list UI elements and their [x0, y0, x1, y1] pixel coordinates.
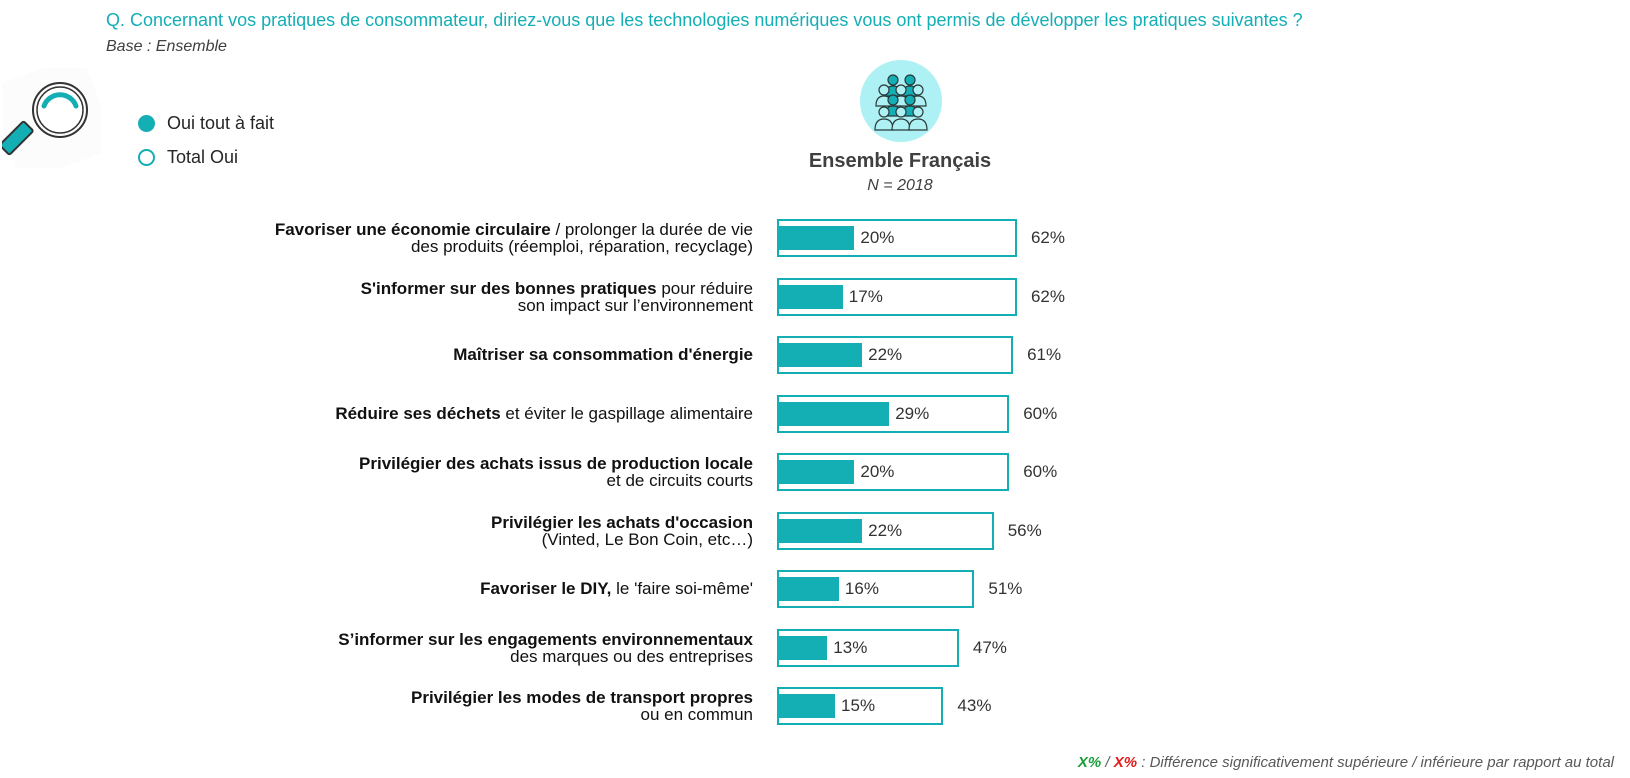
category-label: Réduire ses déchets et éviter le gaspill… — [335, 405, 753, 422]
category-label: Privilégier des achats issus de producti… — [359, 455, 753, 489]
category-label-line2: son impact sur l’environnement — [517, 295, 753, 315]
legend-item-total-oui: Total Oui — [138, 140, 274, 174]
value-label-oui-tout-a-fait: 22% — [868, 520, 903, 540]
category-label-bold: S'informer sur des bonnes pratiques — [360, 278, 657, 298]
bar-oui-tout-a-fait — [779, 460, 855, 484]
value-label-oui-tout-a-fait: 16% — [844, 579, 879, 598]
category-label-line1: Favoriser le DIY, le 'faire soi-même' — [480, 580, 753, 597]
category-label: Privilégier les modes de transport propr… — [411, 689, 753, 723]
category-label-bold: Favoriser une économie circulaire — [274, 220, 551, 239]
category-label-bold: Favoriser le DIY, — [480, 579, 612, 598]
value-label-oui-tout-a-fait: 13% — [833, 637, 868, 657]
legend: Oui tout à fait Total Oui — [138, 106, 274, 174]
bar-oui-tout-a-fait — [779, 401, 890, 426]
footnote-red-marker: X% — [1113, 754, 1138, 771]
category-label-line1: Favoriser une économie circulaire / prol… — [275, 221, 753, 238]
category-label-rest: pour réduire — [656, 278, 753, 298]
value-label-oui-tout-a-fait: 22% — [868, 345, 903, 364]
category-label-bold: Maîtriser sa consommation d'énergie — [453, 345, 753, 364]
category-label: Maîtriser sa consommation d'énergie — [453, 346, 753, 363]
value-label-total-oui: 61% — [1027, 345, 1062, 364]
category-label-rest: et éviter le gaspillage alimentaire — [500, 403, 753, 423]
value-label-total-oui: 60% — [1023, 462, 1058, 481]
category-label-line1: Maîtriser sa consommation d'énergie — [453, 346, 753, 363]
category-label-line1: S'informer sur des bonnes pratiques pour… — [361, 280, 753, 297]
footnote-green-marker: X% — [1077, 754, 1102, 771]
value-label-total-oui: 62% — [1030, 286, 1065, 306]
value-label-total-oui: 62% — [1030, 228, 1065, 247]
category-label-rest: le 'faire soi-même' — [611, 579, 753, 598]
value-label-oui-tout-a-fait: 20% — [860, 462, 895, 481]
category-label-line1: Privilégier les achats d'occasion — [491, 514, 753, 531]
question-title: Q. Concernant vos pratiques de consommat… — [106, 10, 1303, 30]
legend-item-oui-tout-a-fait: Oui tout à fait — [138, 106, 274, 140]
value-label-oui-tout-a-fait: 15% — [841, 696, 876, 715]
category-label-line2: (Vinted, Le Bon Coin, etc…) — [541, 529, 753, 549]
category-label-line1: Privilégier des achats issus de producti… — [359, 455, 753, 472]
category-label-line1: S’informer sur les engagements environne… — [338, 631, 753, 648]
value-label-total-oui: 60% — [1023, 403, 1058, 423]
bar-oui-tout-a-fait — [779, 694, 836, 718]
legend-label: Total Oui — [167, 146, 239, 167]
category-label-bold: Privilégier les achats d'occasion — [491, 512, 753, 532]
category-label-line1: Privilégier les modes de transport propr… — [411, 689, 753, 706]
category-label: Favoriser le DIY, le 'faire soi-même' — [480, 580, 753, 597]
outline-circle-icon — [138, 148, 155, 166]
bar-oui-tout-a-fait — [779, 284, 843, 309]
category-label-bold: Réduire ses déchets — [335, 403, 501, 423]
bar-oui-tout-a-fait — [779, 343, 863, 367]
bar-oui-tout-a-fait — [779, 577, 839, 601]
bar-oui-tout-a-fait — [779, 518, 863, 543]
footnote: X% / X% : Différence significativement s… — [1078, 754, 1614, 771]
value-label-total-oui: 51% — [988, 579, 1023, 598]
group-sample-size: N = 2018 — [867, 177, 933, 194]
footnote-separator: / — [1101, 754, 1114, 771]
category-label: Privilégier les achats d'occasion (Vinted… — [491, 514, 753, 548]
category-label-rest: / prolonger la durée de vie — [550, 220, 753, 239]
value-label-total-oui: 43% — [957, 696, 992, 715]
value-label-oui-tout-a-fait: 29% — [895, 403, 930, 423]
magnifier-icon — [2, 68, 102, 168]
value-label-total-oui: 47% — [972, 637, 1007, 657]
people-group-icon — [860, 60, 942, 142]
category-label-line2: et de circuits courts — [606, 471, 753, 490]
value-label-oui-tout-a-fait: 17% — [848, 286, 883, 306]
category-label-line2: des marques ou des entreprises — [510, 646, 753, 666]
group-title: Ensemble Français — [808, 150, 992, 172]
bar-oui-tout-a-fait — [779, 635, 828, 660]
legend-label: Oui tout à fait — [167, 112, 275, 133]
category-label-bold: Privilégier des achats issus de producti… — [359, 454, 753, 473]
category-label-line2: des produits (réemploi, réparation, recy… — [410, 237, 753, 256]
footnote-text: : Différence significativement supérieur… — [1137, 754, 1614, 771]
category-label-line1: Réduire ses déchets et éviter le gaspill… — [335, 405, 753, 422]
category-label-bold: S’informer sur les engagements environne… — [338, 629, 753, 649]
value-label-oui-tout-a-fait: 20% — [860, 228, 895, 247]
category-label: Favoriser une économie circulaire / prol… — [275, 221, 753, 255]
bar-oui-tout-a-fait — [779, 226, 855, 250]
filled-circle-icon — [138, 114, 155, 132]
category-label-line2: ou en commun — [640, 705, 753, 724]
base-label: Base : Ensemble — [106, 38, 227, 55]
category-label-bold: Privilégier les modes de transport propr… — [410, 688, 753, 707]
value-label-total-oui: 56% — [1007, 520, 1042, 540]
category-label: S'informer sur des bonnes pratiques pour… — [361, 280, 753, 314]
category-label: S’informer sur les engagements environne… — [338, 631, 753, 665]
